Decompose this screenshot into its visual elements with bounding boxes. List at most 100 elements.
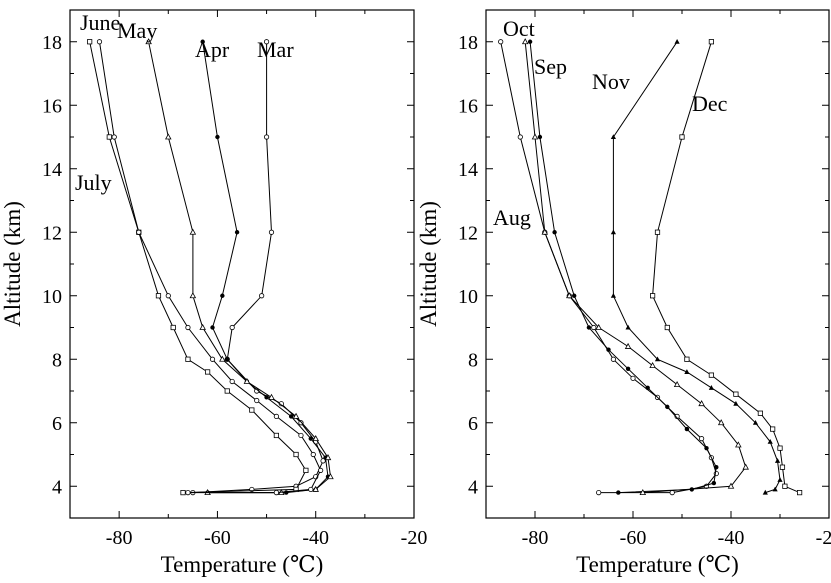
data-point bbox=[552, 230, 557, 235]
data-point bbox=[293, 486, 299, 493]
data-point bbox=[189, 292, 197, 299]
data-point bbox=[288, 414, 294, 419]
data-point bbox=[170, 324, 176, 331]
data-point bbox=[591, 324, 597, 331]
series-nov: Nov bbox=[592, 38, 783, 495]
data-point bbox=[762, 489, 768, 495]
y-tick-label: 8 bbox=[52, 349, 62, 371]
series-line bbox=[89, 41, 307, 494]
data-point bbox=[679, 134, 685, 140]
data-point bbox=[199, 323, 206, 330]
data-point bbox=[111, 134, 117, 140]
data-point bbox=[797, 489, 803, 496]
data-point bbox=[727, 482, 735, 489]
data-point bbox=[312, 485, 319, 492]
data-point bbox=[537, 134, 543, 140]
data-point bbox=[596, 489, 602, 496]
series-label: Nov bbox=[592, 69, 630, 94]
data-point bbox=[708, 39, 715, 45]
data-point bbox=[263, 134, 270, 140]
data-point bbox=[185, 356, 191, 362]
data-point bbox=[684, 369, 690, 374]
data-point bbox=[209, 356, 216, 362]
data-point bbox=[185, 489, 191, 496]
data-point bbox=[298, 432, 304, 439]
data-point bbox=[733, 391, 739, 397]
x-axis-label: Temperature (℃) bbox=[161, 552, 324, 577]
x-tick-label: -60 bbox=[204, 527, 231, 549]
y-tick-label: 6 bbox=[52, 413, 62, 435]
y-tick-label: 12 bbox=[458, 222, 478, 244]
data-point bbox=[649, 361, 656, 369]
series-label: Mar bbox=[257, 37, 294, 62]
data-point bbox=[698, 400, 705, 407]
data-point bbox=[308, 486, 314, 493]
series-mar: Mar bbox=[190, 37, 326, 496]
data-point bbox=[268, 393, 275, 400]
data-point bbox=[566, 292, 573, 299]
data-point bbox=[180, 489, 186, 496]
y-tick-label: 8 bbox=[468, 349, 478, 371]
data-point bbox=[249, 407, 255, 413]
data-point bbox=[327, 473, 334, 480]
data-point bbox=[521, 38, 529, 45]
series-label: June bbox=[80, 10, 120, 35]
data-point bbox=[527, 39, 533, 44]
data-point bbox=[243, 377, 251, 384]
series-sep: Sep bbox=[527, 39, 719, 495]
data-point bbox=[625, 324, 631, 330]
series-label: Aug bbox=[493, 205, 531, 230]
data-point bbox=[215, 134, 220, 140]
data-point bbox=[698, 436, 705, 442]
series-june: June bbox=[80, 10, 309, 496]
data-point bbox=[664, 324, 670, 331]
data-point bbox=[189, 228, 197, 235]
y-tick-label: 18 bbox=[42, 32, 62, 54]
data-point bbox=[106, 134, 112, 140]
data-point bbox=[320, 458, 326, 464]
x-tick-label: -60 bbox=[620, 527, 647, 549]
data-point bbox=[708, 372, 715, 378]
data-point bbox=[254, 397, 260, 404]
data-point bbox=[310, 451, 316, 458]
data-point bbox=[308, 436, 313, 441]
data-point bbox=[606, 347, 611, 352]
series-aug: Aug bbox=[493, 39, 719, 496]
data-point bbox=[312, 434, 319, 442]
series-label: Sep bbox=[534, 54, 567, 79]
data-point bbox=[204, 369, 211, 375]
data-point bbox=[654, 356, 661, 362]
data-point bbox=[185, 324, 191, 331]
data-point bbox=[782, 483, 788, 489]
series-label: Dec bbox=[692, 91, 728, 116]
data-point bbox=[610, 134, 616, 139]
plot-frame bbox=[69, 9, 415, 519]
series-july: July bbox=[75, 39, 324, 496]
data-point bbox=[541, 228, 549, 235]
data-point bbox=[616, 490, 621, 495]
data-point bbox=[96, 39, 103, 45]
series-line bbox=[202, 41, 329, 494]
series-may: May bbox=[117, 18, 334, 496]
data-point bbox=[517, 134, 523, 140]
data-point bbox=[225, 357, 230, 362]
data-point bbox=[610, 229, 616, 235]
data-point bbox=[219, 355, 226, 362]
series-apr: Apr bbox=[195, 37, 331, 495]
series-label: Oct bbox=[503, 16, 535, 41]
x-tick-label: -80 bbox=[522, 527, 549, 549]
data-point bbox=[630, 375, 636, 381]
x-tick-label: -40 bbox=[302, 527, 329, 549]
series-line bbox=[148, 41, 332, 494]
x-tick-label: -20 bbox=[401, 527, 428, 549]
data-point bbox=[674, 38, 680, 44]
data-point bbox=[572, 293, 577, 298]
data-point bbox=[733, 400, 739, 406]
y-tick-label: 4 bbox=[468, 476, 478, 498]
panel-2: -80 -60 -40 -20 4 6 8 10 12 14 16 18 Temperature (℃)… bbox=[416, 9, 831, 577]
data-point bbox=[220, 293, 225, 298]
y-tick-label: 10 bbox=[458, 286, 478, 308]
data-point bbox=[770, 426, 776, 432]
series-line bbox=[524, 41, 747, 494]
